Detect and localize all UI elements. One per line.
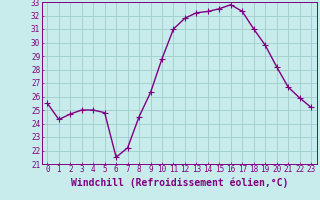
X-axis label: Windchill (Refroidissement éolien,°C): Windchill (Refroidissement éolien,°C) xyxy=(70,177,288,188)
